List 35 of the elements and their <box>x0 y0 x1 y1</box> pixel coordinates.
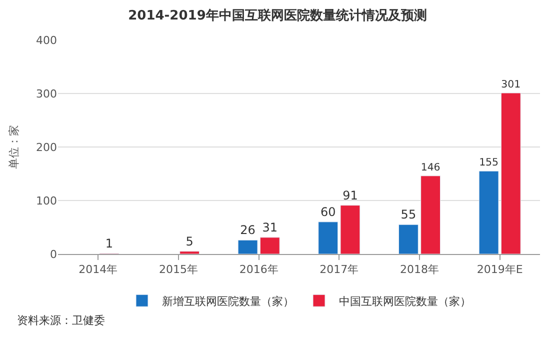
bar <box>478 170 499 254</box>
y-tick-label: 300 <box>36 87 57 100</box>
y-axis-title: 单位：家 <box>8 125 21 169</box>
data-label: 155 <box>479 158 498 169</box>
x-tick-label: 2016年 <box>239 263 278 276</box>
x-tick-label: 2014年 <box>78 263 118 276</box>
x-tick-label: 2018年 <box>400 263 439 276</box>
bar <box>180 251 200 254</box>
x-tick-label: 2017年 <box>320 263 359 276</box>
bar <box>318 222 338 254</box>
chart-title: 2014-2019年中国互联网医院数量统计情况及预测 <box>128 7 427 24</box>
data-label: 301 <box>501 79 521 90</box>
data-label: 5 <box>186 234 194 248</box>
x-tick-label: 2019年E <box>476 263 523 276</box>
data-label: 60 <box>320 204 336 219</box>
y-tick-label: 200 <box>36 140 57 154</box>
data-label: 1 <box>105 236 114 250</box>
bar <box>398 224 418 254</box>
y-tick-label: 400 <box>36 34 57 47</box>
data-label: 55 <box>400 208 416 222</box>
bar <box>238 240 258 254</box>
bar <box>260 237 280 254</box>
x-tick-label: 2015年 <box>159 263 198 276</box>
legend-label: 中国互联网医院数量（家） <box>339 294 471 308</box>
legend-label: 新增互联网医院数量（家） <box>162 294 294 308</box>
data-label: 91 <box>342 188 358 202</box>
bar <box>500 92 521 254</box>
y-tick-label: 0 <box>50 248 57 261</box>
bar <box>340 205 360 254</box>
bar <box>420 176 441 254</box>
data-label: 146 <box>420 162 440 174</box>
text: 资料来源：卫健委 <box>17 314 105 327</box>
y-tick-label: 100 <box>36 194 57 208</box>
data-label: 26 <box>240 223 256 238</box>
data-label: 31 <box>262 220 278 234</box>
